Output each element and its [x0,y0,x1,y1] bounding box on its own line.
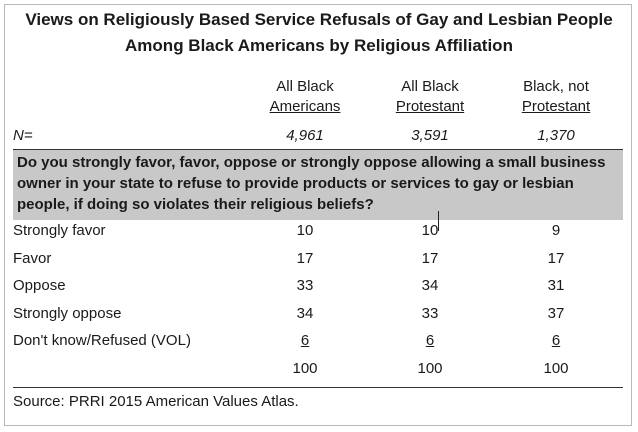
column-header-line2: Protestant [395,98,465,115]
cell-value: 10 [421,222,439,239]
table-row: Don't know/Refused (VOL) 6 6 6 [0,332,638,358]
bottom-rule [13,387,623,388]
column-header-line2: Americans [269,98,341,115]
cell-value: 100 [417,360,443,377]
table-row: Strongly favor 10 10 9 [0,222,638,248]
cell-value: 100 [292,360,318,377]
cell-value: 6 [551,332,561,349]
cell-value: 10 [296,222,314,239]
sample-size-black-not-protestant: 1,370 [537,127,575,144]
row-label: Don't know/Refused (VOL) [13,332,191,349]
sample-size-all-black-americans: 4,961 [286,127,324,144]
cell-value: 17 [296,250,314,267]
cell-value: 33 [296,277,314,294]
table-row: Oppose 33 34 31 [0,277,638,303]
table-row: Strongly oppose 34 33 37 [0,305,638,331]
column-header-black-not-protestant: Black, not Protestant [496,77,616,117]
table-row: Favor 17 17 17 [0,250,638,276]
column-header-line1: Black, not [523,78,589,95]
cell-value: 6 [425,332,435,349]
sample-size-label: N= [13,127,33,144]
text-cursor [438,211,439,231]
source-note: Source: PRRI 2015 American Values Atlas. [13,393,299,410]
row-label: Favor [13,250,52,267]
cell-value: 9 [551,222,561,239]
top-rule [13,149,623,150]
cell-value: 31 [547,277,565,294]
row-label: Strongly favor [13,222,106,239]
cell-value: 100 [543,360,569,377]
cell-value: 33 [421,305,439,322]
cell-value: 34 [421,277,439,294]
cell-value: 34 [296,305,314,322]
cell-value: 17 [547,250,565,267]
cell-value: 17 [421,250,439,267]
cell-value: 6 [300,332,310,349]
column-header-line2: Protestant [521,98,591,115]
sample-size-all-black-protestant: 3,591 [411,127,449,144]
table-title: Views on Religiously Based Service Refus… [25,10,613,55]
table-row: 100 100 100 [0,360,638,386]
table-frame [4,4,632,426]
column-header-line1: All Black [276,78,334,95]
row-label: Strongly oppose [13,305,122,322]
column-header-all-black-protestant: All Black Protestant [370,77,490,117]
row-label: Oppose [13,277,66,294]
column-header-all-black-americans: All Black Americans [245,77,365,117]
cell-value: 37 [547,305,565,322]
column-header-line1: All Black [401,78,459,95]
survey-question: Do you strongly favor, favor, oppose or … [13,150,623,220]
